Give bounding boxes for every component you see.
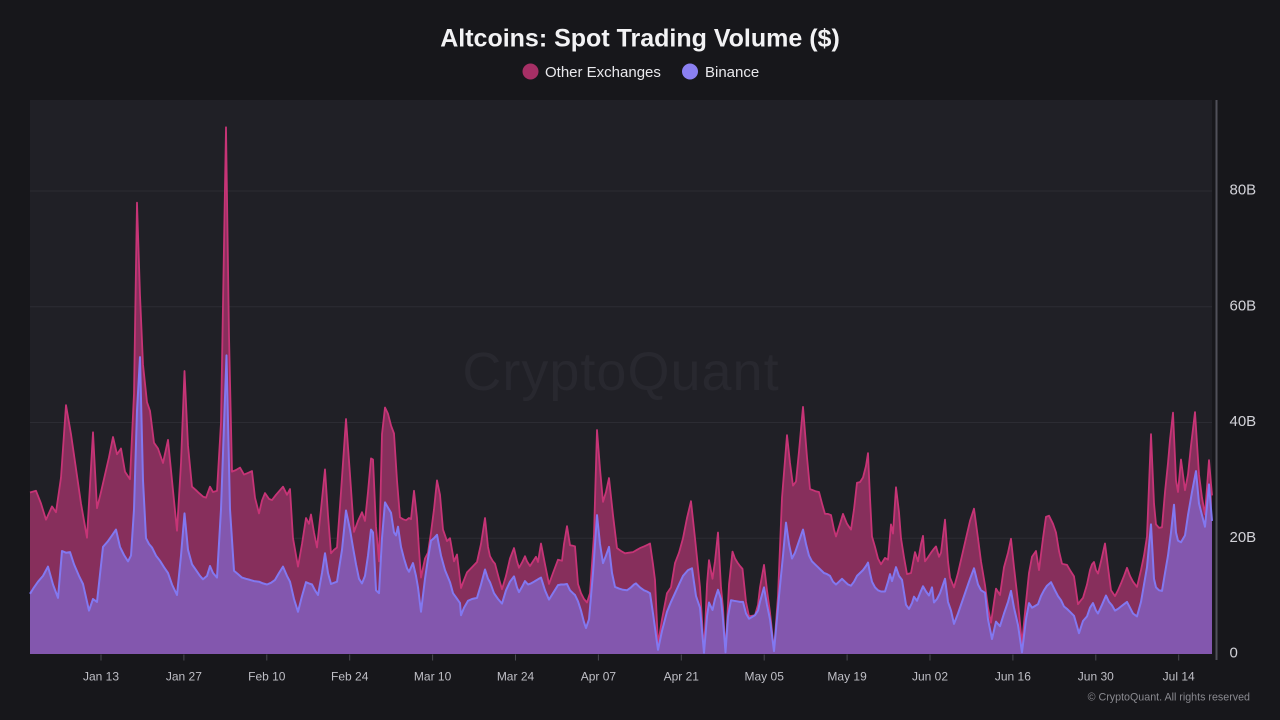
svg-text:Binance: Binance xyxy=(705,64,759,81)
svg-text:40B: 40B xyxy=(1230,413,1257,430)
svg-text:Other Exchanges: Other Exchanges xyxy=(545,64,661,81)
svg-text:Mar 24: Mar 24 xyxy=(497,670,535,684)
svg-text:Jun 16: Jun 16 xyxy=(995,670,1031,684)
svg-text:20B: 20B xyxy=(1230,529,1257,546)
svg-text:0: 0 xyxy=(1230,645,1238,662)
svg-text:60B: 60B xyxy=(1230,297,1257,314)
svg-text:Jan 13: Jan 13 xyxy=(83,670,119,684)
svg-text:Feb 24: Feb 24 xyxy=(331,670,369,684)
svg-text:© CryptoQuant. All rights rese: © CryptoQuant. All rights reserved xyxy=(1088,692,1250,704)
svg-text:Apr 21: Apr 21 xyxy=(664,670,700,684)
svg-text:Altcoins: Spot Trading Volume: Altcoins: Spot Trading Volume ($) xyxy=(440,25,840,53)
svg-text:Jul 14: Jul 14 xyxy=(1163,670,1195,684)
svg-text:Apr 07: Apr 07 xyxy=(581,670,617,684)
svg-text:CryptoQuant: CryptoQuant xyxy=(462,342,779,402)
svg-text:May 19: May 19 xyxy=(827,670,867,684)
svg-text:Jun 30: Jun 30 xyxy=(1078,670,1114,684)
svg-text:Feb 10: Feb 10 xyxy=(248,670,286,684)
svg-text:80B: 80B xyxy=(1230,182,1257,199)
svg-text:Mar 10: Mar 10 xyxy=(414,670,452,684)
svg-text:May 05: May 05 xyxy=(745,670,785,684)
svg-text:Jan 27: Jan 27 xyxy=(166,670,202,684)
svg-text:Jun 02: Jun 02 xyxy=(912,670,948,684)
